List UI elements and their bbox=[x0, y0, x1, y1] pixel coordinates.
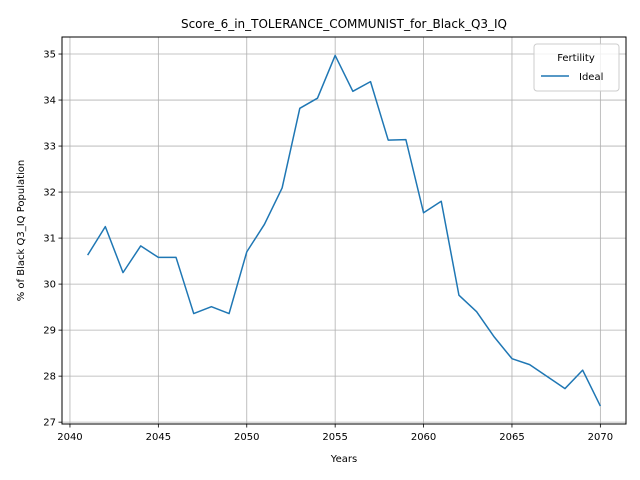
y-tick-label: 35 bbox=[43, 50, 56, 61]
y-tick-label: 31 bbox=[43, 234, 56, 245]
legend: Fertility Ideal bbox=[533, 43, 620, 92]
plot-frame bbox=[61, 36, 627, 425]
legend-label-ideal: Ideal bbox=[579, 72, 603, 83]
y-tick-label: 28 bbox=[43, 372, 56, 383]
y-axis-ticks: 27 28 29 30 31 32 33 34 35 bbox=[43, 50, 62, 429]
legend-box bbox=[533, 43, 620, 92]
x-tick-label: 2065 bbox=[499, 432, 524, 443]
x-tick-label: 2045 bbox=[146, 432, 171, 443]
x-tick-label: 2040 bbox=[57, 432, 82, 443]
y-tick-label: 33 bbox=[43, 142, 56, 153]
grid-lines bbox=[62, 37, 626, 424]
x-axis-label: Years bbox=[330, 454, 357, 465]
y-tick-label: 29 bbox=[43, 326, 56, 337]
x-tick-label: 2055 bbox=[322, 432, 347, 443]
legend-title: Fertility bbox=[557, 53, 595, 64]
y-tick-label: 30 bbox=[43, 280, 56, 291]
chart-title: Score_6_in_TOLERANCE_COMMUNIST_for_Black… bbox=[181, 17, 507, 31]
x-tick-label: 2060 bbox=[411, 432, 436, 443]
x-tick-label: 2050 bbox=[234, 432, 259, 443]
x-tick-label: 2070 bbox=[588, 432, 613, 443]
y-tick-label: 27 bbox=[43, 418, 56, 429]
y-axis-label: % of Black Q3_IQ Population bbox=[16, 160, 27, 302]
series-group bbox=[87, 54, 602, 407]
series-line-ideal bbox=[87, 54, 602, 407]
y-tick-label: 32 bbox=[43, 188, 56, 199]
y-tick-label: 34 bbox=[43, 96, 56, 107]
x-axis-ticks: 2040 2045 2050 2055 2060 2065 2070 bbox=[57, 424, 613, 443]
